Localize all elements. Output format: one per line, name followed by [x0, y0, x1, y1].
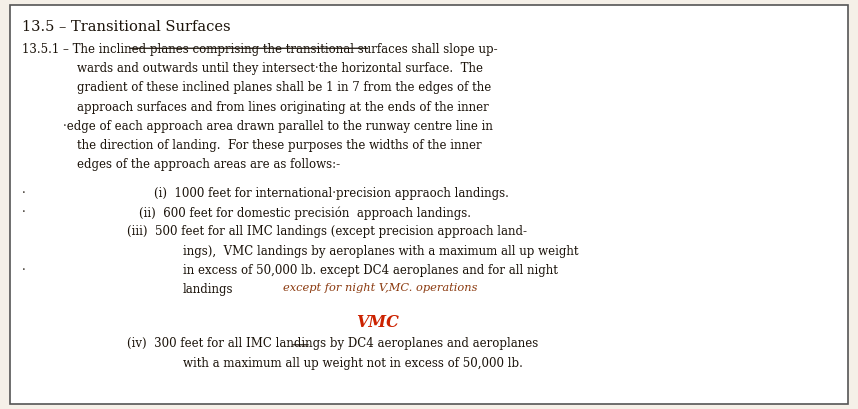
Text: landings: landings: [183, 283, 233, 296]
Text: gradient of these inclined planes shall be 1 in 7 from the edges of the: gradient of these inclined planes shall …: [77, 81, 492, 94]
Text: (i)  1000 feet for international·precision appraoch landings.: (i) 1000 feet for international·precisio…: [154, 187, 510, 200]
Text: (ii)  600 feet for domestic precisión  approach landings.: (ii) 600 feet for domestic precisión app…: [139, 206, 471, 220]
Text: 13.5.1 – The inclined planes comprising the transitional surfaces shall slope up: 13.5.1 – The inclined planes comprising …: [22, 43, 498, 56]
Text: in excess of 50,000 lb. except DC4 aeroplanes and for all night: in excess of 50,000 lb. except DC4 aerop…: [183, 264, 558, 277]
Text: the direction of landing.  For these purposes the widths of the inner: the direction of landing. For these purp…: [77, 139, 482, 152]
Text: (iii)  500 feet for all IMC landings (except precision approach land-: (iii) 500 feet for all IMC landings (exc…: [127, 225, 527, 238]
Text: with a maximum all up weight not in excess of 50,000 lb.: with a maximum all up weight not in exce…: [183, 357, 523, 370]
Text: except for night V,MC. operations: except for night V,MC. operations: [283, 283, 478, 293]
Text: (iv)  300 feet for all IMC landings by DC4 aeroplanes and aeroplanes: (iv) 300 feet for all IMC landings by DC…: [127, 337, 538, 351]
Text: edges of the approach areas are as follows:-: edges of the approach areas are as follo…: [77, 158, 341, 171]
Text: ·: ·: [22, 187, 26, 200]
Text: 13.5 – Transitional Surfaces: 13.5 – Transitional Surfaces: [22, 20, 231, 34]
Text: ·: ·: [22, 264, 26, 277]
Text: wards and outwards until they intersect·the horizontal surface.  The: wards and outwards until they intersect·…: [77, 62, 483, 75]
Text: ·: ·: [22, 206, 26, 219]
Text: approach surfaces and from lines originating at the ends of the inner: approach surfaces and from lines origina…: [77, 101, 489, 114]
Text: ·edge of each approach area drawn parallel to the runway centre line in: ·edge of each approach area drawn parall…: [63, 120, 493, 133]
Text: ings),  VMC landings by aeroplanes with a maximum all up weight: ings), VMC landings by aeroplanes with a…: [183, 245, 578, 258]
Text: VMC: VMC: [356, 314, 399, 331]
